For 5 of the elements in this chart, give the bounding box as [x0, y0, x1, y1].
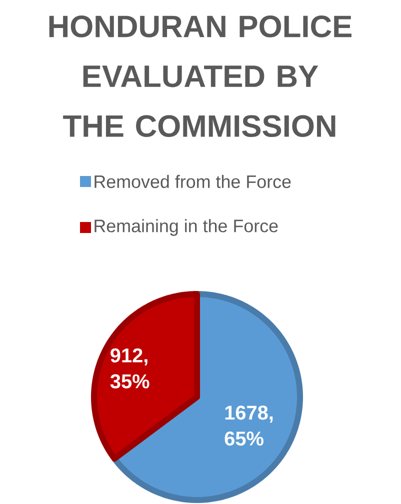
chart-title: HONDURAN POLICE EVALUATED BY THE COMMISSION: [49, 16, 352, 138]
data-label: 1678, 65%: [224, 406, 273, 446]
data-label: 912, 35%: [110, 348, 150, 388]
legend-label: Remaining in the Force: [94, 219, 278, 236]
legend-label: Removed from the Force: [94, 174, 291, 188]
